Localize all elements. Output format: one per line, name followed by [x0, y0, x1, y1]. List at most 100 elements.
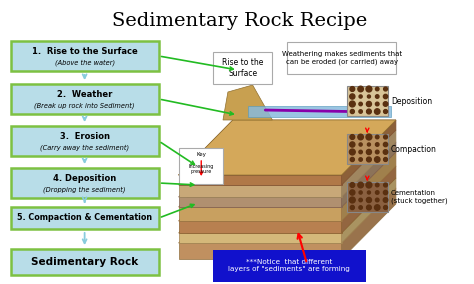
Text: Key: Key	[196, 152, 206, 157]
Polygon shape	[179, 185, 342, 197]
Circle shape	[375, 135, 379, 139]
Text: 5. Compaction & Cementation: 5. Compaction & Cementation	[17, 214, 152, 222]
Circle shape	[375, 150, 379, 154]
Circle shape	[375, 191, 379, 194]
Bar	[346, 86, 388, 116]
Text: Increasing
pressure: Increasing pressure	[189, 164, 214, 174]
Circle shape	[359, 150, 362, 154]
Bar	[213, 52, 273, 84]
Bar	[10, 126, 159, 156]
Circle shape	[350, 190, 355, 195]
Polygon shape	[179, 142, 396, 197]
Circle shape	[359, 143, 362, 146]
Circle shape	[350, 94, 355, 99]
Circle shape	[383, 87, 387, 91]
Polygon shape	[342, 120, 396, 185]
Polygon shape	[179, 130, 396, 185]
Text: Rise to the
Surface: Rise to the Surface	[222, 58, 264, 78]
Text: Sedimentary Rock Recipe: Sedimentary Rock Recipe	[112, 12, 367, 30]
Circle shape	[349, 197, 355, 203]
Circle shape	[349, 149, 355, 155]
Circle shape	[375, 198, 379, 202]
Circle shape	[366, 157, 371, 162]
Circle shape	[350, 87, 355, 91]
Circle shape	[366, 86, 372, 92]
Bar	[213, 250, 366, 282]
Polygon shape	[179, 120, 396, 175]
Circle shape	[358, 134, 364, 140]
Polygon shape	[179, 166, 396, 221]
Circle shape	[375, 102, 379, 106]
Circle shape	[359, 110, 362, 113]
Circle shape	[374, 205, 380, 210]
Circle shape	[366, 109, 371, 114]
Polygon shape	[342, 178, 396, 243]
Polygon shape	[179, 175, 342, 185]
Text: Cementation
(stuck together): Cementation (stuck together)	[391, 190, 447, 204]
Circle shape	[366, 197, 372, 202]
Bar	[10, 249, 159, 275]
Circle shape	[383, 110, 387, 113]
Circle shape	[375, 87, 379, 91]
Circle shape	[359, 158, 362, 161]
Text: 2.  Weather: 2. Weather	[57, 89, 112, 99]
Polygon shape	[179, 152, 396, 207]
Circle shape	[375, 143, 379, 146]
Circle shape	[350, 157, 355, 162]
Circle shape	[367, 95, 371, 98]
Text: ***Notice  that different
layers of "sediments" are forming: ***Notice that different layers of "sedi…	[228, 260, 350, 273]
Polygon shape	[342, 188, 396, 259]
Polygon shape	[179, 188, 396, 243]
Text: (Above the water): (Above the water)	[55, 60, 115, 66]
Bar	[287, 42, 396, 74]
Polygon shape	[342, 130, 396, 197]
Circle shape	[383, 190, 388, 195]
Text: (Break up rock into Sediment): (Break up rock into Sediment)	[35, 103, 135, 109]
Polygon shape	[342, 152, 396, 221]
Text: Compaction: Compaction	[391, 145, 437, 153]
Circle shape	[367, 143, 371, 146]
Bar	[346, 182, 388, 212]
Polygon shape	[179, 243, 342, 259]
Bar	[346, 134, 388, 164]
Polygon shape	[248, 106, 391, 117]
Circle shape	[366, 182, 372, 188]
Circle shape	[383, 135, 387, 139]
Polygon shape	[179, 207, 342, 221]
Circle shape	[359, 206, 362, 209]
Circle shape	[366, 205, 371, 210]
Text: (Carry away the sediment): (Carry away the sediment)	[40, 145, 129, 151]
Circle shape	[359, 102, 362, 106]
Polygon shape	[179, 178, 396, 233]
Circle shape	[374, 157, 380, 162]
Bar	[10, 84, 159, 114]
Circle shape	[383, 158, 387, 162]
Bar	[10, 207, 159, 229]
Bar	[10, 168, 159, 198]
Circle shape	[383, 206, 387, 210]
Text: Weathering makes sediments that
can be eroded (or carried) away: Weathering makes sediments that can be e…	[282, 51, 401, 65]
Circle shape	[359, 95, 362, 98]
Polygon shape	[179, 233, 342, 243]
Circle shape	[383, 198, 388, 202]
Circle shape	[383, 150, 388, 154]
Circle shape	[350, 142, 355, 147]
Text: 1.  Rise to the Surface: 1. Rise to the Surface	[32, 47, 137, 55]
Circle shape	[359, 198, 362, 202]
Polygon shape	[342, 142, 396, 207]
Circle shape	[366, 149, 372, 154]
Circle shape	[358, 182, 364, 188]
Circle shape	[350, 109, 355, 114]
Circle shape	[375, 183, 379, 187]
Text: 4. Deposition: 4. Deposition	[53, 174, 116, 183]
Polygon shape	[179, 120, 396, 175]
Polygon shape	[342, 166, 396, 233]
Circle shape	[375, 95, 379, 98]
Circle shape	[359, 191, 362, 194]
Bar	[10, 41, 159, 71]
Circle shape	[383, 94, 388, 99]
Circle shape	[383, 183, 387, 187]
Circle shape	[350, 205, 355, 210]
Polygon shape	[179, 221, 342, 233]
Circle shape	[383, 102, 388, 106]
